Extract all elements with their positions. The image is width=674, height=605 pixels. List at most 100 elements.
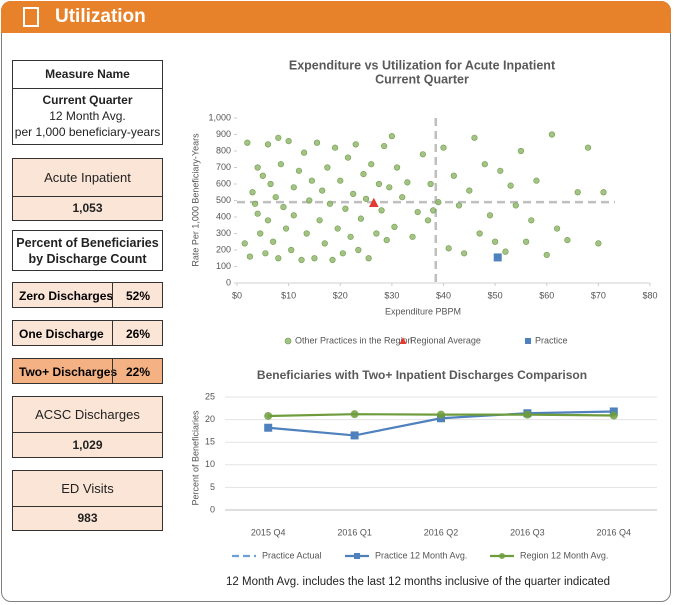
point (301, 149, 308, 156)
x-tick-label: $60 (539, 290, 554, 300)
metric-value: 1,029 (12, 432, 163, 458)
point (461, 250, 468, 257)
header-icon (23, 7, 39, 27)
point (386, 184, 393, 191)
point (277, 161, 284, 168)
x-tick-label: 2016 Q1 (337, 527, 372, 537)
chart-title: Expenditure vs Utilization for Acute Inp… (289, 58, 556, 72)
point (492, 238, 499, 245)
metric-label: ED Visits (12, 470, 163, 507)
point (609, 407, 618, 416)
point (486, 212, 494, 219)
point (249, 189, 256, 196)
discharge-value: 22% (126, 365, 151, 379)
x-tick-label: 2015 Q4 (251, 527, 286, 537)
y-tick-label: 1,000 (208, 112, 231, 122)
measure-body: Current Quarter 12 Month Avg. per 1,000 … (12, 88, 163, 145)
discharge-value: 52% (126, 289, 151, 303)
point (275, 255, 282, 262)
metric-value: 983 (12, 506, 163, 531)
point (270, 238, 277, 245)
point (326, 200, 334, 207)
x-tick-label: 2016 Q3 (510, 527, 545, 537)
point (381, 142, 388, 150)
y-tick-label: 0 (226, 277, 231, 287)
point (440, 144, 447, 151)
x-tick-label: $40 (436, 290, 451, 300)
measure-line: 12 Month Avg. (49, 109, 126, 123)
point (424, 217, 432, 224)
point (321, 240, 328, 247)
legend-label: Practice 12 Month Avg. (375, 550, 467, 560)
header-bar: Utilization (1, 1, 671, 33)
y-tick-label: 900 (216, 129, 231, 139)
point (319, 187, 326, 194)
legend-swatch (284, 337, 292, 345)
x-tick-label: $0 (232, 290, 242, 300)
metric-label: Acute Inpatient (12, 158, 163, 197)
y-tick-label: 25 (205, 391, 215, 401)
point (450, 172, 457, 179)
point (419, 151, 426, 158)
point (257, 230, 264, 237)
header-title: Utilization (55, 6, 146, 27)
point (533, 177, 540, 184)
point (344, 154, 352, 161)
x-tick-label: $20 (333, 290, 348, 300)
point (507, 182, 514, 189)
point (339, 250, 346, 257)
discharge-row: One Discharge 26% (12, 320, 163, 346)
discharge-label: Zero Discharges (19, 289, 114, 303)
y-axis-label: Percent of Beneficiaries (190, 410, 200, 506)
legend-swatch (399, 337, 407, 344)
point (254, 210, 261, 217)
legend-label: Regional Average (410, 335, 481, 345)
point (522, 238, 530, 245)
discharge-value: 26% (126, 327, 151, 341)
point (435, 199, 442, 206)
point (437, 410, 445, 419)
y-tick-label: 600 (216, 178, 231, 188)
y-tick-label: 5 (210, 482, 215, 492)
x-axis-label: Expenditure PBPM (385, 306, 461, 316)
point (399, 194, 406, 201)
point (375, 180, 383, 188)
point (331, 144, 339, 151)
point (306, 197, 313, 204)
point (311, 255, 318, 262)
point (254, 164, 261, 171)
x-tick-label: $50 (488, 290, 503, 300)
y-tick-label: 100 (216, 261, 231, 271)
discharge-title-line: by Discharge Count (28, 252, 147, 266)
point (391, 223, 398, 230)
legend-label: Other Practices in the Region (295, 335, 413, 345)
y-tick-label: 20 (205, 414, 215, 424)
legend-label: Practice Actual (262, 550, 322, 560)
point (357, 215, 365, 222)
point (334, 225, 341, 232)
x-tick-label: $10 (281, 290, 296, 300)
point (393, 164, 401, 171)
point (574, 189, 581, 196)
point (378, 207, 385, 214)
point (383, 237, 390, 244)
legend-swatch (499, 553, 505, 559)
y-tick-label: 15 (205, 437, 215, 447)
point (264, 411, 273, 420)
point (388, 133, 395, 140)
point (280, 204, 287, 211)
point (347, 233, 354, 240)
point (350, 410, 359, 419)
point (267, 180, 274, 188)
y-axis-label: Rate Per 1,000 Beneficiary-Years (190, 133, 200, 267)
point (481, 161, 488, 168)
y-tick-label: 500 (216, 195, 231, 205)
x-tick-label: 2016 Q4 (597, 527, 632, 537)
point (264, 423, 273, 432)
point (337, 177, 344, 184)
point (288, 246, 295, 254)
discharge-label: Two+ Discharges (19, 365, 118, 379)
point (324, 164, 331, 171)
